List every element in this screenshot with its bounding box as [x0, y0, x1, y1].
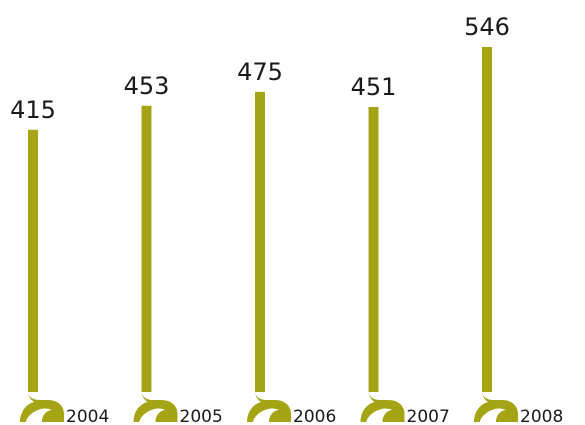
- bar-curl-2006: [247, 390, 291, 422]
- bar-2007: [368, 107, 379, 393]
- tick-label-2004: 2004: [66, 407, 109, 425]
- bar-2004: [28, 129, 38, 392]
- bar-curl-2007: [360, 390, 405, 422]
- tick-label-2006: 2006: [293, 407, 336, 425]
- bars-group: 415 2004 453 2005 475 2006 451 2007 546 2008: [10, 13, 563, 425]
- tick-label-2008: 2008: [520, 407, 563, 425]
- value-label-2006: 475: [237, 58, 283, 86]
- bar-curl-2005: [133, 390, 178, 422]
- value-label-2008: 546: [464, 13, 510, 41]
- value-label-2007: 451: [351, 73, 397, 101]
- bar-2005: [141, 105, 152, 392]
- bar-curl-2004: [20, 390, 64, 422]
- bar-2006: [255, 91, 265, 392]
- bar-2008: [482, 47, 492, 392]
- value-label-2004: 415: [10, 96, 56, 124]
- value-label-2005: 453: [124, 72, 170, 100]
- bar-curl-2008: [474, 390, 518, 422]
- tick-label-2005: 2005: [180, 407, 223, 425]
- tick-label-2007: 2007: [407, 407, 450, 425]
